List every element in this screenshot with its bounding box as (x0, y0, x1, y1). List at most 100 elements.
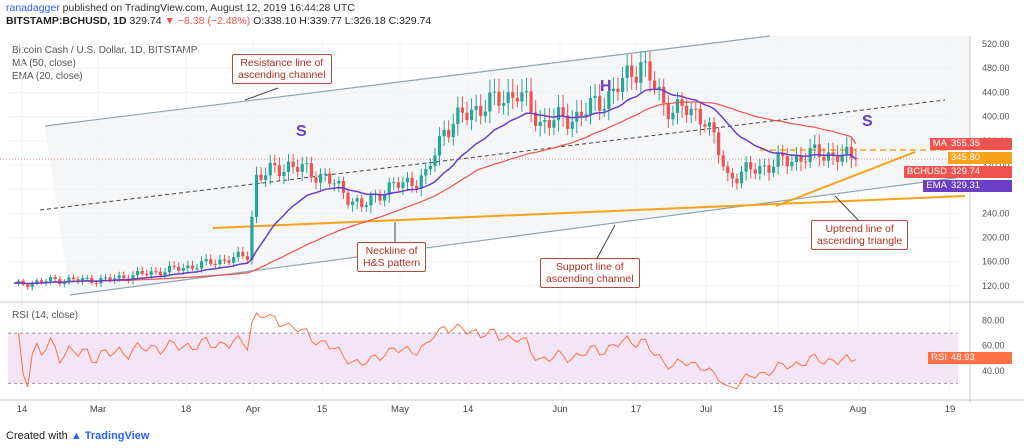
candle-body (474, 105, 478, 110)
footer-created: Created with (6, 430, 68, 442)
tag-rsi-label: RSI (928, 352, 950, 364)
candle-body (94, 282, 98, 284)
candle-body (570, 121, 574, 129)
label-left-shoulder: S (296, 123, 307, 140)
candle-body (437, 136, 442, 156)
candle-body (442, 129, 446, 137)
candle-body (749, 162, 753, 170)
footer-brand[interactable]: TradingView (84, 430, 150, 442)
ema20-line (13, 88, 857, 285)
candle-body (721, 155, 725, 167)
candle-body (401, 182, 405, 188)
candle-body (53, 277, 57, 280)
candle-body (424, 169, 428, 176)
candle-body (172, 265, 176, 267)
candle-body (671, 112, 675, 120)
legend-ema[interactable]: EMA (20, close) (12, 71, 83, 82)
candle-body (108, 277, 112, 281)
candle-body (264, 175, 268, 180)
candle-body (506, 92, 510, 104)
published-text: published on TradingView.com, August 12,… (62, 2, 355, 14)
candle-body (222, 259, 227, 261)
candle-body (726, 166, 730, 173)
candle-body (309, 163, 314, 178)
candle-body (140, 271, 144, 274)
candle-body (433, 155, 437, 166)
candle-body (662, 86, 666, 103)
candle-body (492, 91, 497, 93)
candle-body (698, 108, 702, 125)
tag-rsi: RSI 48.93 (928, 352, 1012, 364)
candle-body (259, 174, 263, 180)
x-tick-label: 18 (181, 404, 192, 415)
callout-uptrend: Uptrend line of ascending triangle (811, 220, 909, 250)
x-tick-label: Jun (552, 404, 567, 415)
candle-body (419, 175, 423, 189)
label-right-shoulder: S (862, 113, 873, 130)
candle-body (813, 144, 817, 149)
y-tick-label: 520.00 (982, 39, 1010, 49)
candle-body (543, 119, 547, 122)
candle-body (268, 162, 272, 176)
x-tick-label: 15 (773, 404, 784, 415)
channel-fill (45, 36, 970, 295)
candle-body (163, 272, 167, 276)
candle-body (241, 251, 245, 257)
candle-body (739, 171, 744, 184)
candle-body (657, 86, 661, 90)
candle-body (213, 264, 217, 266)
candle-body (145, 273, 149, 275)
candle-body (204, 259, 208, 262)
legend-ma[interactable]: MA (50, close) (12, 58, 76, 69)
candle-body (350, 201, 355, 205)
candle-body (643, 61, 648, 63)
candle-body (396, 182, 400, 188)
leader-resistance (244, 87, 279, 101)
candle-body (520, 92, 524, 102)
y-tick-label: 120.00 (982, 281, 1010, 291)
x-tick-label: Aug (850, 404, 867, 415)
candle-body (190, 265, 195, 269)
y-tick-label: 440.00 (982, 87, 1010, 97)
candle-body (776, 153, 780, 167)
candle-body (305, 163, 309, 165)
candle-body (122, 275, 126, 279)
candle-body (534, 112, 538, 126)
y-tick-label: 400.00 (982, 112, 1010, 122)
x-tick-label: 14 (463, 404, 474, 415)
tag-rsi-value: 48.93 (951, 352, 975, 363)
candle-body (415, 186, 419, 189)
x-tick-label: 15 (317, 404, 328, 415)
ohlc-values: O:338.10 H:339.77 L:326.18 C:329.74 (253, 15, 432, 27)
candle-body (314, 177, 318, 183)
candle-body (666, 102, 670, 120)
rsi-title: RSI (14, close) (12, 310, 79, 321)
candle-body (378, 193, 382, 201)
candle-body (689, 108, 693, 116)
candle-body (758, 165, 762, 174)
candle-body (501, 103, 506, 106)
candle-body (286, 161, 291, 172)
tag-bchusd-label: BCHUSD (903, 166, 950, 178)
candle-body (149, 271, 153, 275)
candle-body (117, 275, 121, 279)
candle-body (717, 132, 721, 156)
candle-body (794, 155, 799, 163)
tag-ma: MA 355.35 (929, 138, 1012, 150)
candle-body (232, 257, 236, 263)
candle-body (511, 92, 515, 98)
candle-body (167, 265, 172, 273)
ma50-line (13, 101, 857, 285)
y-tick-label: 320.00 (982, 160, 1010, 170)
candle-body (781, 153, 785, 157)
rsi-tick-label: 40.00 (982, 366, 1005, 376)
candle-body (538, 121, 542, 126)
candle-body (845, 146, 849, 155)
candle-body (300, 163, 304, 172)
tag-ema-label: EMA (923, 180, 950, 192)
candle-body (250, 216, 254, 260)
candle-body (355, 198, 359, 202)
author-link[interactable]: ranadagger (6, 2, 60, 14)
candle-body (245, 256, 249, 260)
